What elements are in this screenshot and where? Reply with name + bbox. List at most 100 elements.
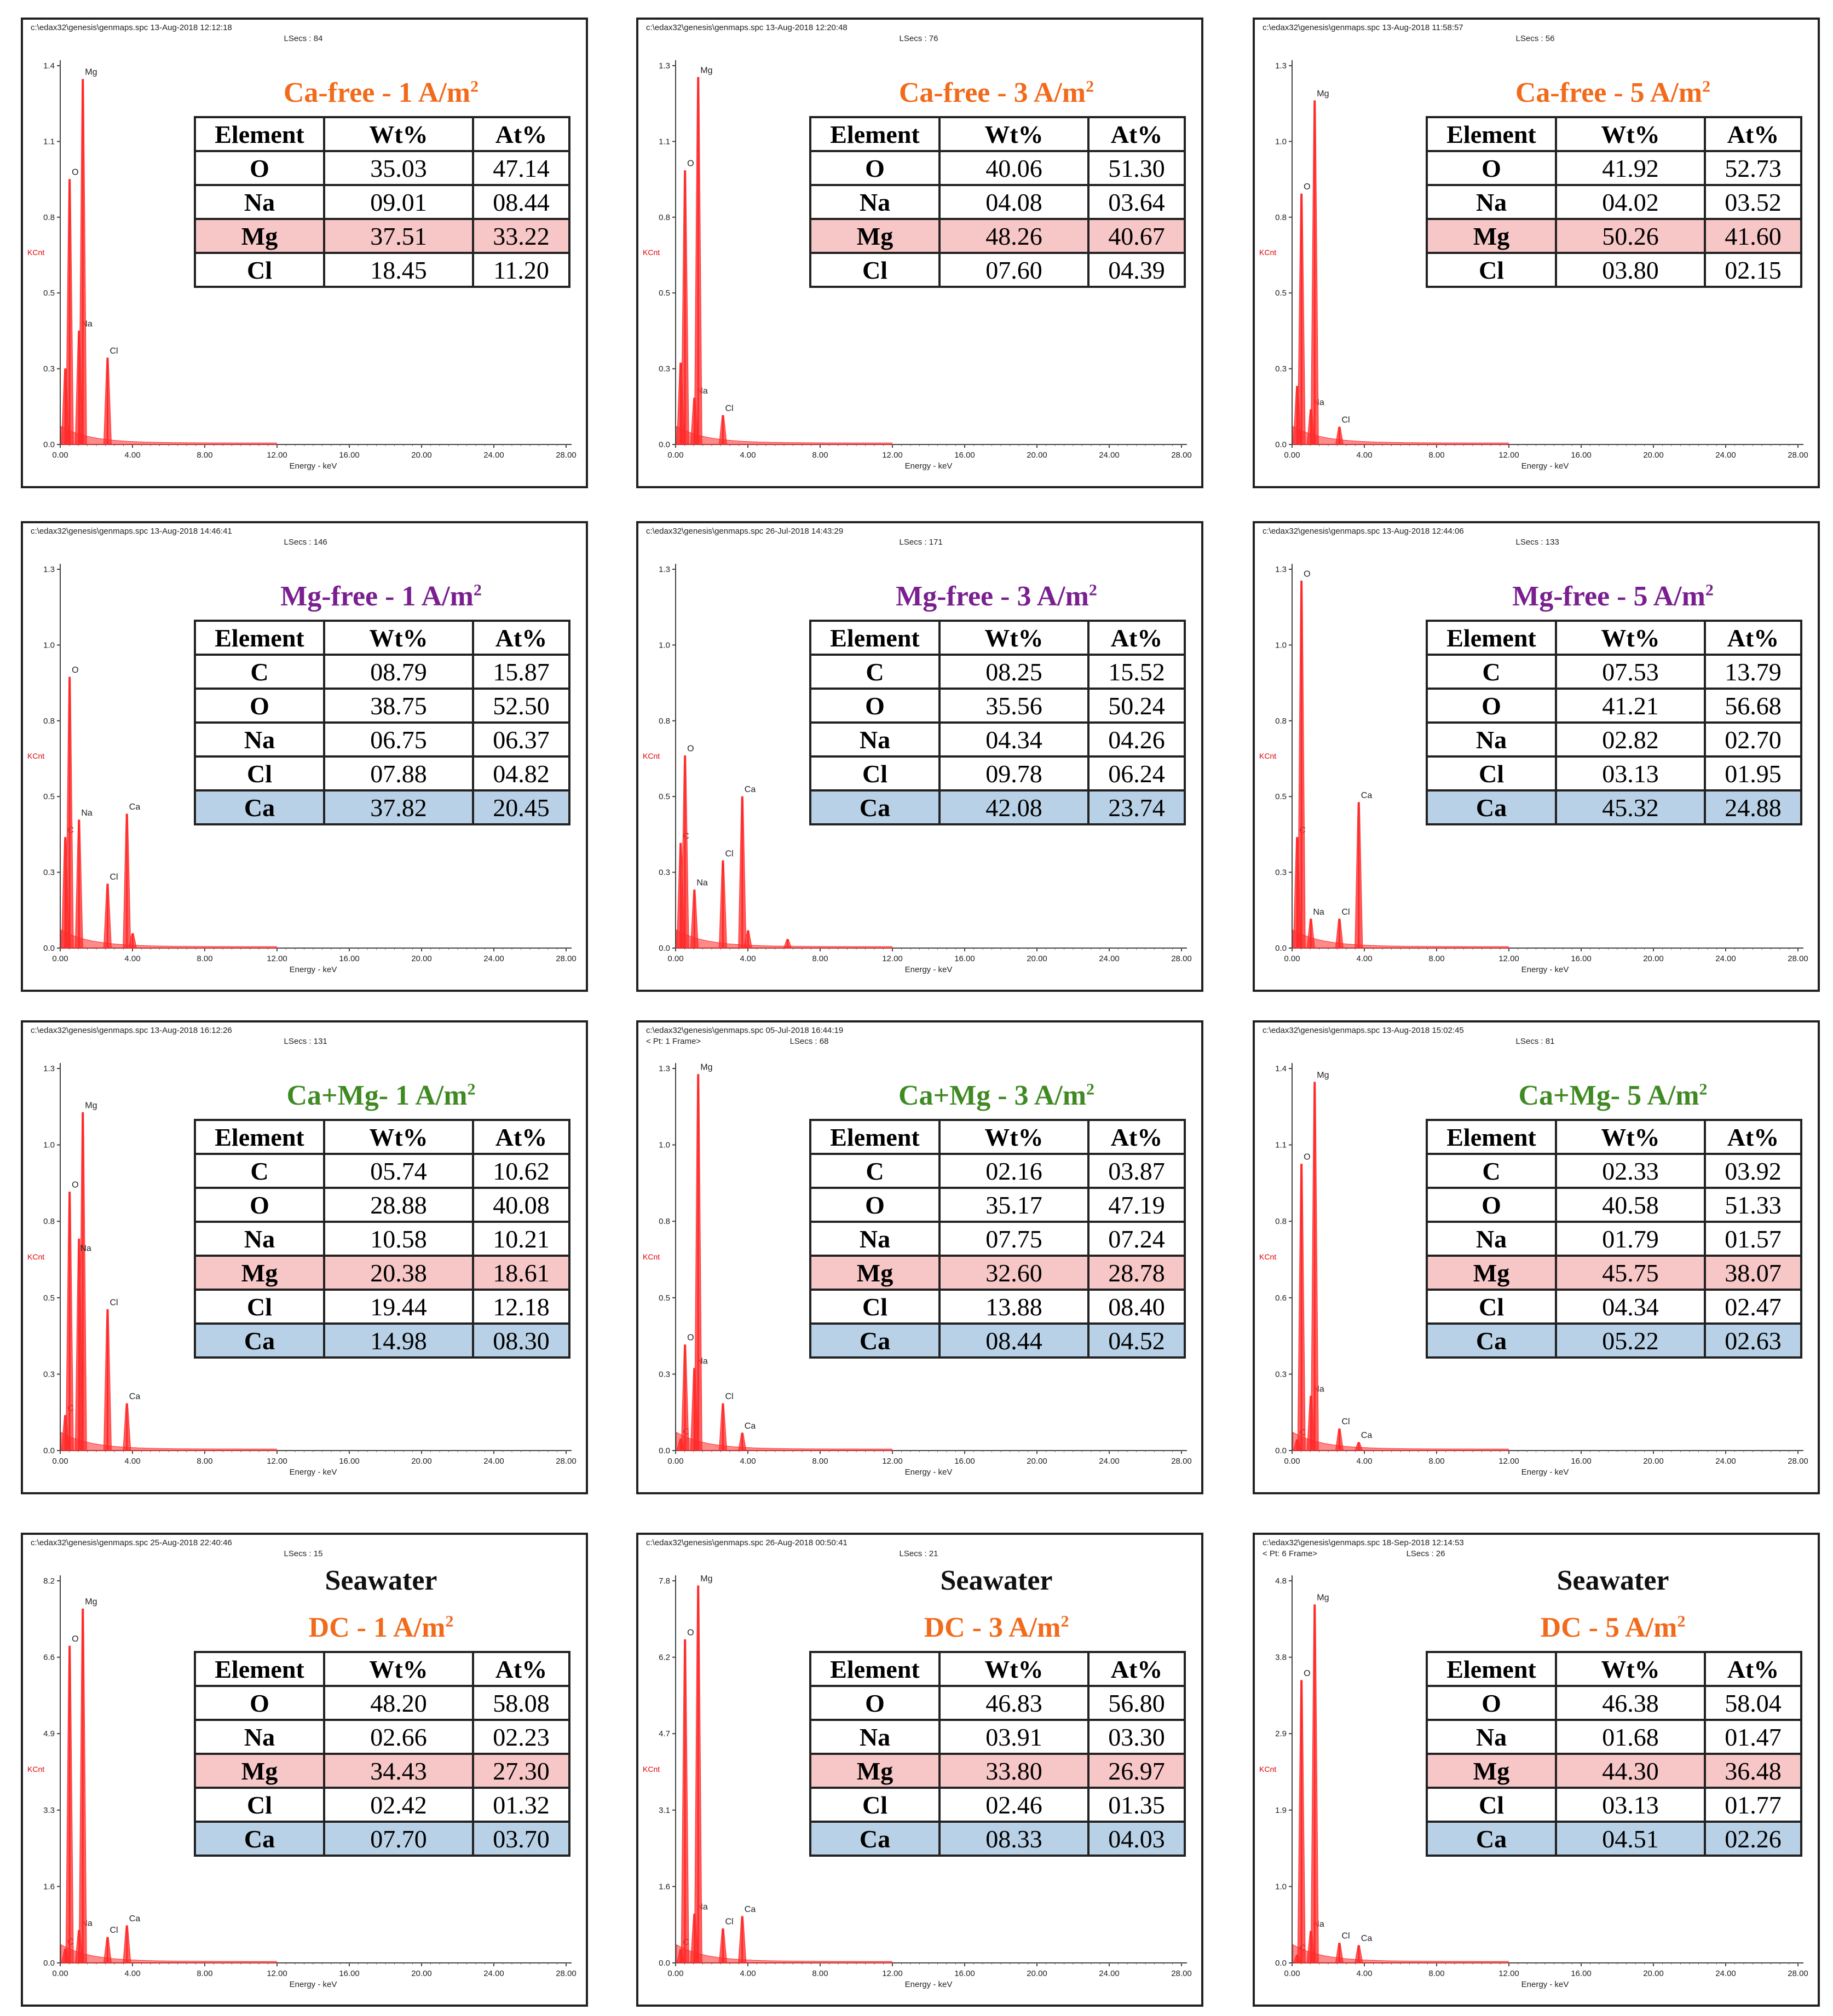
panel-title-text: Mg-free - 5 A/m [1512,581,1705,612]
y-tick-label: 0.0 [1275,1959,1287,1968]
element-cell: Na [809,184,941,220]
at-cell: 06.37 [472,721,570,758]
wt-cell: 02.66 [323,1719,474,1755]
spectrum-file-header: c:\edax32\genesis\genmaps.spc 13-Aug-201… [1263,23,1463,32]
table-row: C 05.74 10.62 [194,1153,570,1189]
y-tick-label: 1.3 [659,1064,670,1073]
x-tick-label: 0.00 [667,954,683,963]
column-header-element: Element [809,620,941,656]
at-cell: 11.20 [472,252,570,288]
x-tick-label: 16.00 [1571,1969,1592,1978]
element-cell: Na [194,721,325,758]
spectrum-file-header: c:\edax32\genesis\genmaps.spc 13-Aug-201… [1263,1026,1464,1035]
at-cell: 40.67 [1087,218,1186,254]
table-row: Ca 04.51 02.26 [1426,1821,1802,1857]
x-tick-label: 16.00 [1571,954,1592,963]
x-tick-label: 20.00 [1643,1457,1664,1466]
element-cell: Mg [194,1255,325,1291]
spectrum-plot: 0.0 0.3 0.5 0.8 1.0 1.3 0.00 4.00 8.00 12.00 16.00… [1259,60,1808,471]
peak-label: O [687,1628,694,1637]
at-cell: 52.73 [1704,150,1802,186]
table-row: Na 03.91 03.30 [809,1719,1186,1755]
table-row: Mg 48.26 40.67 [809,218,1186,254]
element-cell: Ca [1426,789,1557,825]
table-row: Mg 37.51 33.22 [194,218,570,254]
table-row: Cl 07.60 04.39 [809,252,1186,288]
wt-cell: 35.03 [323,150,474,186]
panel-title-text: Ca+Mg- 5 A/m [1518,1080,1699,1111]
y-tick-label: 0.8 [43,213,55,222]
y-tick-label: 1.4 [1275,1064,1287,1073]
at-cell: 04.39 [1087,252,1186,288]
column-header-element: Element [1426,1651,1557,1687]
peak-label: Mg [85,68,97,77]
y-axis-label: KCnt [27,1252,44,1261]
peak-label: O [1304,569,1310,579]
x-tick-label: 16.00 [1571,450,1592,460]
x-axis-label: Energy - keV [1521,1468,1569,1477]
wt-cell: 08.25 [938,654,1090,690]
y-axis-label: KCnt [27,248,44,257]
table-row: Cl 13.88 08.40 [809,1289,1186,1325]
panel-title: Ca-free - 3 A/m2 [809,77,1184,109]
x-tick-label: 24.00 [1715,1457,1736,1466]
wt-cell: 38.75 [323,688,474,724]
wt-cell: 02.33 [1555,1153,1706,1189]
column-header-element: Element [194,620,325,656]
x-tick-label: 0.00 [1284,954,1300,963]
element-cell: Cl [1426,1289,1557,1325]
spectrum-live-seconds: < Pt: 6 Frame> LSecs : 26 [1263,1549,1445,1558]
x-tick-label: 24.00 [1099,954,1120,963]
y-tick-label: 1.1 [659,137,670,146]
element-cell: Cl [809,1289,941,1325]
x-tick-label: 24.00 [483,450,504,460]
peak-label: Cl [109,346,118,356]
at-cell: 24.88 [1704,789,1802,825]
composition-table: Element Wt% At% O 46.38 58.04 Na 01.68 01.47 Mg 44… [1426,1651,1802,1857]
column-header-element: Element [809,1119,941,1155]
at-cell: 13.79 [1704,654,1802,690]
spectrum-background [61,1431,278,1451]
x-tick-label: 16.00 [954,1457,975,1466]
x-tick-label: 8.00 [197,954,212,963]
x-tick-label: 12.00 [1498,1457,1519,1466]
y-tick-label: 1.3 [659,565,670,574]
wt-cell: 04.02 [1555,184,1706,220]
table-row: O 35.17 47.19 [809,1187,1186,1223]
table-row: Mg 20.38 18.61 [194,1255,570,1291]
wt-cell: 45.32 [1555,789,1706,825]
element-cell: Cl [1426,755,1557,792]
wt-cell: 46.83 [938,1685,1090,1721]
element-cell: Na [194,1719,325,1755]
peak-label: Mg [85,1597,97,1607]
spectrum-background [61,1944,278,1963]
element-cell: Mg [1426,1255,1557,1291]
at-cell: 40.08 [472,1187,570,1223]
y-tick-label: 7.8 [659,1576,670,1586]
peak-label: Ca [1361,1934,1373,1943]
element-cell: C [194,1153,325,1189]
spectrum-live-seconds: LSecs : 21 [899,1549,938,1558]
composition-table: Element Wt% At% C 08.25 15.52 O 35.56 50.24 Na 04.… [809,620,1186,825]
x-tick-label: 4.00 [1356,1457,1372,1466]
panel-title-superscript: 2 [467,1080,476,1099]
y-tick-label: 0.0 [659,440,670,449]
peak-label: Cl [1341,415,1350,425]
spectrum-live-seconds: LSecs : 131 [284,1037,327,1046]
y-tick-label: 0.0 [659,1959,670,1968]
column-header-at: At% [1087,116,1186,152]
at-cell: 08.40 [1087,1289,1186,1325]
wt-cell: 02.82 [1555,721,1706,758]
y-tick-label: 0.3 [659,1370,670,1379]
y-tick-label: 0.8 [1275,213,1287,222]
wt-cell: 07.75 [938,1221,1090,1257]
y-tick-label: 3.3 [43,1806,55,1815]
eds-spectrum-panel: c:\edax32\genesis\genmaps.spc 26-Jul-201… [636,521,1203,992]
table-row: O 46.38 58.04 [1426,1685,1802,1721]
wt-cell: 04.34 [938,721,1090,758]
table-header-row: Element Wt% At% [809,116,1186,152]
composition-table: Element Wt% At% O 48.20 58.08 Na 02.66 02.23 Mg 34… [194,1651,570,1857]
at-cell: 51.30 [1087,150,1186,186]
panel-title-superscript: 2 [445,1612,454,1631]
table-row: C 07.53 13.79 [1426,654,1802,690]
